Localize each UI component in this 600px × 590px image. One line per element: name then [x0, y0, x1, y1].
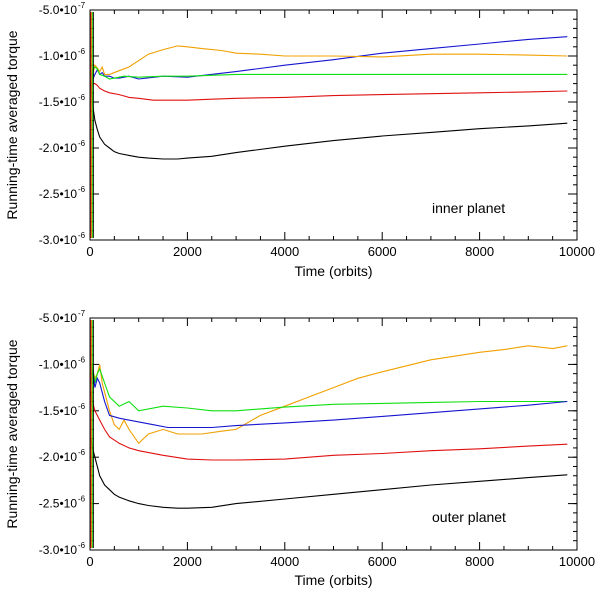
x-tick-label: 6000	[368, 244, 397, 259]
y-tick-exponent: -6	[78, 495, 86, 504]
y-tick-exponent: -6	[78, 185, 86, 194]
x-tick-label: 10000	[559, 244, 595, 259]
panel-outer: 0 2000 4000 6000 8000 10000-5.0•10 -7-1.0•10 -6…	[4, 309, 595, 588]
x-tick-label: 2000	[173, 244, 202, 259]
y-axis-label: Running-time averaged torque	[4, 30, 20, 219]
x-tick-label: 0	[86, 244, 93, 259]
series-line-blue	[90, 36, 568, 93]
y-tick-label: -2.0•10	[39, 141, 78, 155]
x-axis-label: Time (orbits)	[294, 263, 372, 279]
x-tick-label: 8000	[465, 244, 494, 259]
y-axis-label: Running-time averaged torque	[4, 339, 20, 528]
x-tick-label: 4000	[270, 554, 299, 569]
x-tick-label: 2000	[173, 554, 202, 569]
y-tick-label: -2.5•10	[39, 187, 78, 201]
series-line-red	[90, 83, 568, 101]
x-tick-label: 6000	[368, 554, 397, 569]
panel-annotation: inner planet	[432, 200, 505, 216]
y-tick-exponent: -6	[78, 541, 86, 550]
y-tick-exponent: -7	[78, 1, 86, 10]
x-tick-label: 8000	[465, 554, 494, 569]
x-axis-label: Time (orbits)	[294, 572, 372, 588]
y-tick-exponent: -6	[78, 402, 86, 411]
y-tick-label: -3.0•10	[39, 543, 78, 557]
y-tick-label: -1.5•10	[39, 95, 78, 109]
y-tick-label: -5.0•10	[39, 3, 78, 17]
y-tick-label: -5.0•10	[39, 311, 78, 325]
y-tick-label: -3.0•10	[39, 233, 78, 247]
y-tick-exponent: -6	[78, 139, 86, 148]
series-line-green	[90, 364, 568, 412]
series-line-black	[90, 83, 568, 160]
panel-inner: 0 2000 4000 6000 8000 10000-5.0•10 -7-1.0•10 -6…	[4, 1, 595, 279]
series-line-orange	[90, 345, 568, 445]
y-tick-label: -1.0•10	[39, 357, 78, 371]
y-tick-exponent: -7	[78, 309, 86, 318]
y-tick-exponent: -6	[78, 47, 86, 56]
x-tick-label: 10000	[559, 554, 595, 569]
y-tick-exponent: -6	[78, 448, 86, 457]
series-line-black	[90, 438, 568, 509]
y-tick-exponent: -6	[78, 93, 86, 102]
y-tick-exponent: -6	[78, 355, 86, 364]
series-line-blue	[90, 368, 568, 429]
y-tick-label: -2.0•10	[39, 450, 78, 464]
panel-annotation: outer planet	[432, 509, 506, 525]
y-tick-label: -1.5•10	[39, 404, 78, 418]
series-line-orange	[90, 45, 568, 84]
y-tick-label: -1.0•10	[39, 49, 78, 63]
series-line-green	[90, 66, 568, 84]
x-tick-label: 4000	[270, 244, 299, 259]
x-tick-label: 0	[86, 554, 93, 569]
y-tick-exponent: -6	[78, 231, 86, 240]
series-line-red	[90, 392, 568, 461]
y-tick-label: -2.5•10	[39, 497, 78, 511]
